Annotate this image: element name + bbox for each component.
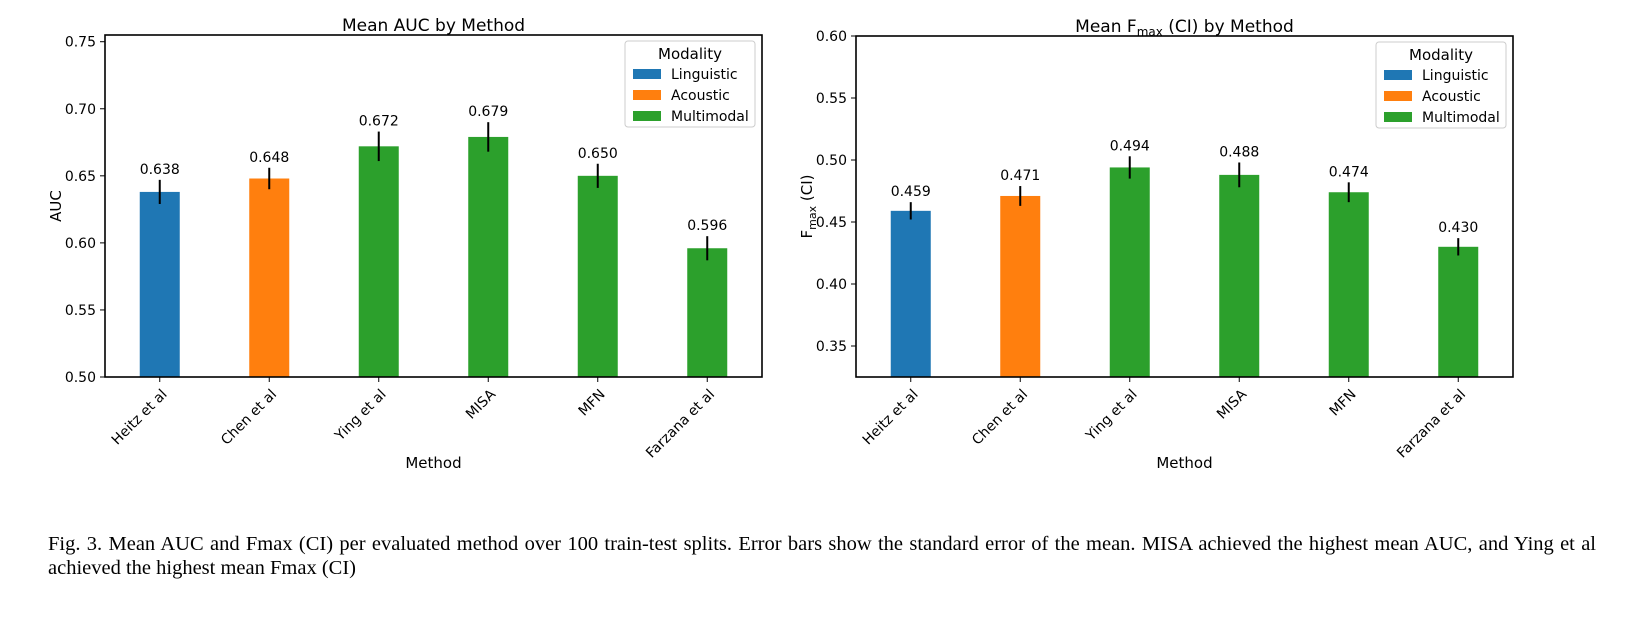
bar-fmax-2 [1109, 167, 1150, 377]
y-axis-label-fmax: Fmax (CI) [798, 175, 819, 239]
x-tick-label-auc-1: Chen et al [218, 387, 280, 449]
x-tick-label-fmax-5: Farzana et al [1394, 387, 1469, 462]
data-label-fmax-5: 0.430 [1438, 220, 1478, 236]
bar-auc-0 [139, 191, 180, 377]
y-tick-label-fmax-3: 0.50 [816, 153, 847, 169]
legend-box-fmax [1375, 41, 1507, 129]
bar-fmax-3 [1219, 174, 1260, 377]
figure-canvas: 0.638 Heitz et al 0.648 Chen et al 0.672 Ying… [47, 16, 1514, 472]
plot-frame-fmax [855, 35, 1514, 378]
bar-auc-1 [249, 178, 290, 377]
legend-swatch-fmax-0 [1384, 70, 1412, 80]
y-tick-label-auc-4: 0.70 [65, 102, 96, 118]
figure-caption: Fig. 3. Mean AUC and Fmax (CI) per evalu… [48, 533, 1596, 579]
bar-fmax-5 [1438, 246, 1479, 377]
x-axis-label-auc: Method [405, 454, 461, 472]
y-axis-label-auc: AUC [47, 190, 65, 222]
bar-fmax-0 [890, 210, 931, 377]
data-label-fmax-2: 0.494 [1110, 138, 1150, 154]
data-label-auc-1: 0.648 [249, 150, 289, 166]
chart-fmax: 0.459 Heitz et al 0.471 Chen et al 0.494 Ying… [798, 17, 1514, 472]
legend-box-auc [624, 40, 756, 128]
y-tick-label-auc-0: 0.50 [65, 370, 96, 386]
legend-label-auc-1: Acoustic [671, 88, 730, 104]
x-tick-label-auc-3: MISA [463, 386, 499, 422]
bar-auc-4 [577, 175, 618, 377]
x-tick-label-fmax-2: Ying et al [1082, 387, 1140, 445]
legend-swatch-auc-2 [633, 111, 661, 121]
data-label-fmax-4: 0.474 [1329, 164, 1369, 180]
x-tick-label-fmax-4: MFN [1327, 387, 1360, 420]
bar-auc-2 [358, 146, 399, 377]
y-tick-label-auc-2: 0.60 [65, 236, 96, 252]
y-tick-label-auc-1: 0.55 [65, 303, 96, 319]
data-label-fmax-3: 0.488 [1219, 144, 1259, 160]
x-tick-label-fmax-3: MISA [1214, 386, 1250, 422]
y-tick-label-fmax-2: 0.45 [816, 215, 847, 231]
legend-swatch-auc-0 [633, 69, 661, 79]
x-tick-label-auc-0: Heitz et al [109, 387, 171, 449]
data-label-fmax-0: 0.459 [891, 184, 931, 200]
x-tick-label-auc-4: MFN [576, 387, 609, 420]
chart-title-fmax: Mean Fmax (CI) by Method [1075, 17, 1294, 39]
y-tick-label-fmax-5: 0.60 [816, 29, 847, 45]
chart-auc: 0.638 Heitz et al 0.648 Chen et al 0.672 Ying… [47, 16, 763, 472]
data-label-auc-5: 0.596 [687, 218, 727, 234]
bar-fmax-1 [1000, 195, 1041, 377]
legend-label-fmax-1: Acoustic [1422, 89, 1481, 105]
legend-fmax: Modality Linguistic Acoustic Multimodal [1375, 41, 1507, 129]
data-label-auc-0: 0.638 [140, 162, 180, 178]
x-tick-label-auc-5: Farzana et al [643, 387, 718, 462]
legend-auc: Modality Linguistic Acoustic Multimodal [624, 40, 756, 128]
legend-swatch-fmax-1 [1384, 91, 1412, 101]
chart-title-auc: Mean AUC by Method [342, 16, 525, 36]
legend-swatch-auc-1 [633, 90, 661, 100]
legend-label-auc-0: Linguistic [671, 67, 738, 83]
x-tick-label-auc-2: Ying et al [331, 387, 389, 445]
y-tick-label-fmax-4: 0.55 [816, 91, 847, 107]
bar-fmax-4 [1328, 192, 1369, 377]
plot-frame-auc [104, 34, 763, 378]
bar-auc-5 [687, 248, 728, 377]
legend-label-fmax-2: Multimodal [1422, 110, 1500, 126]
x-tick-label-fmax-0: Heitz et al [860, 387, 922, 449]
y-tick-label-auc-5: 0.75 [65, 35, 96, 51]
data-label-auc-2: 0.672 [359, 114, 399, 130]
data-label-auc-3: 0.679 [468, 104, 508, 120]
y-tick-label-auc-3: 0.65 [65, 169, 96, 185]
data-label-auc-4: 0.650 [578, 146, 618, 162]
legend-label-auc-2: Multimodal [671, 109, 749, 125]
y-tick-label-fmax-1: 0.40 [816, 277, 847, 293]
legend-title-fmax: Modality [1409, 46, 1473, 64]
x-tick-label-fmax-1: Chen et al [969, 387, 1031, 449]
legend-label-fmax-0: Linguistic [1422, 68, 1489, 84]
y-tick-label-fmax-0: 0.35 [816, 339, 847, 355]
legend-swatch-fmax-2 [1384, 112, 1412, 122]
bar-auc-3 [468, 136, 509, 377]
x-axis-label-fmax: Method [1156, 454, 1212, 472]
data-label-fmax-1: 0.471 [1000, 168, 1040, 184]
legend-title-auc: Modality [658, 45, 722, 63]
